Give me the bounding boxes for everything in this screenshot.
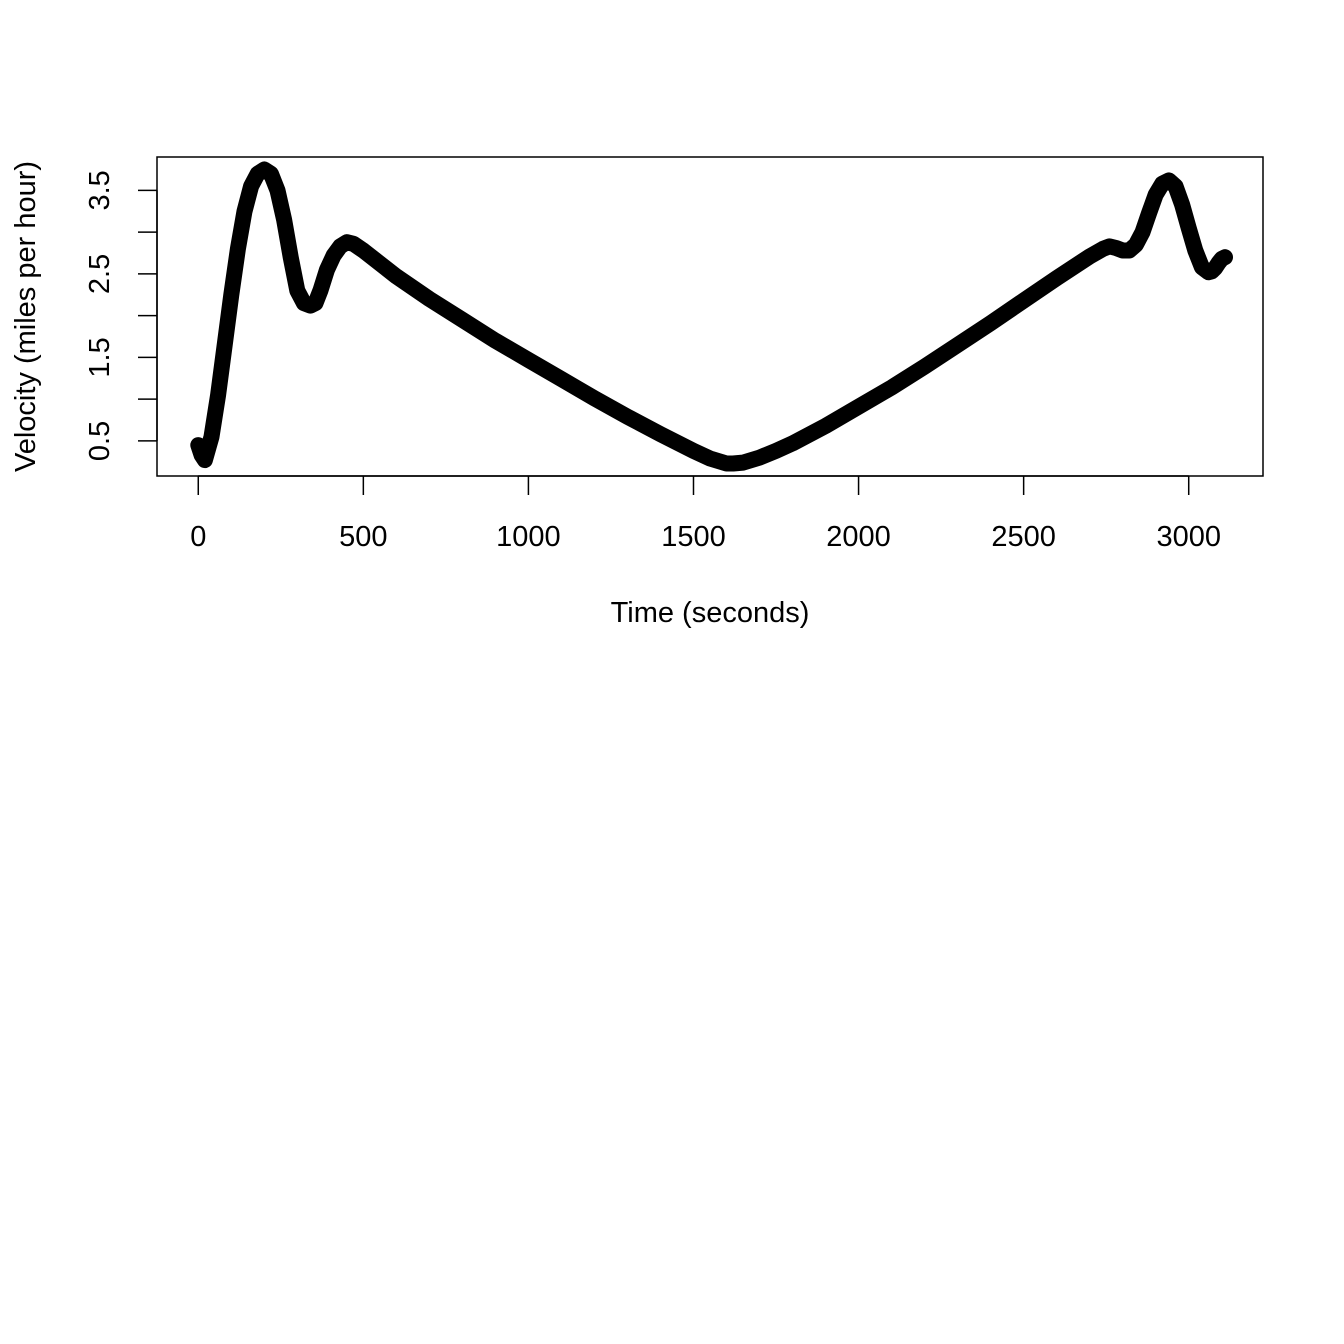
plot-frame — [156, 156, 1264, 477]
y-tick-label: 0.5 — [84, 421, 116, 461]
x-tick-label: 0 — [190, 521, 206, 553]
x-tick-label: 1000 — [496, 521, 561, 553]
series-line-velocity — [190, 161, 1233, 472]
x-tick-label: 2500 — [991, 521, 1056, 553]
x-tick-label: 500 — [339, 521, 387, 553]
x-axis-label: Time (seconds) — [611, 597, 810, 629]
y-axis: 0.5 1.5 2.5 3.5 — [84, 170, 158, 461]
y-tick-label: 1.5 — [84, 337, 116, 377]
y-axis-label: Velocity (miles per hour) — [10, 161, 42, 472]
y-tick-label: 3.5 — [84, 170, 116, 210]
x-tick-label: 3000 — [1156, 521, 1221, 553]
x-axis: 0 500 1000 1500 2000 2500 3000 — [190, 475, 1221, 553]
x-tick-label: 1500 — [661, 521, 726, 553]
x-tick-label: 2000 — [826, 521, 891, 553]
y-tick-label: 2.5 — [84, 254, 116, 294]
